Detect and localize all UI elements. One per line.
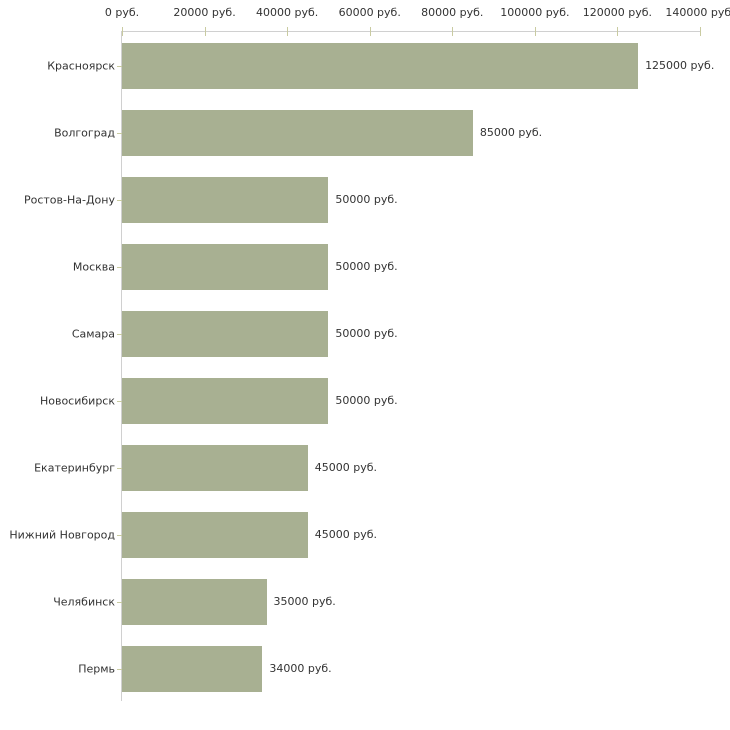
bar-row: Новосибирск 50000 руб. [40, 367, 700, 434]
x-tick-label: 140000 руб. [665, 6, 730, 19]
category-label: Пермь [78, 662, 115, 675]
y-axis-tick [117, 400, 122, 402]
x-tick-mark [369, 27, 371, 36]
bar-row: Волгоград 85000 руб. [54, 99, 700, 166]
y-axis-tick [117, 601, 122, 603]
x-tick-mark [534, 27, 536, 36]
y-axis-tick [117, 668, 122, 670]
bar-row: Самара 50000 руб. [72, 300, 700, 367]
category-label: Новосибирск [39, 394, 115, 407]
bar [122, 243, 329, 290]
bar-value-label: 85000 руб. [479, 126, 543, 139]
y-axis-tick [117, 266, 122, 268]
bar-row: Пермь 34000 руб. [78, 635, 700, 702]
category-label: Ростов-На-Дону [23, 193, 115, 206]
bar [122, 109, 473, 156]
bar [122, 511, 308, 558]
bar [122, 176, 329, 223]
bar-value-label: 50000 руб. [335, 193, 398, 206]
bar-value-label: 35000 руб. [273, 595, 336, 608]
category-label: Самара [71, 327, 115, 340]
x-tick-label: 80000 руб. [421, 6, 484, 19]
y-axis-tick [117, 467, 122, 469]
bar-row: Челябинск 35000 руб. [53, 568, 700, 635]
bar-value-label: 50000 руб. [335, 327, 398, 340]
bar-row: Ростов-На-Дону 50000 руб. [24, 166, 700, 233]
bar [122, 578, 267, 625]
category-label: Москва [72, 260, 115, 273]
bar-row: Красноярск 125000 руб. [47, 32, 714, 99]
x-tick-mark [452, 27, 454, 36]
bar [122, 377, 329, 424]
bar-value-label: 34000 руб. [269, 662, 332, 675]
x-tick-label: 100000 руб. [500, 6, 570, 19]
x-tick-mark [204, 27, 206, 36]
bar [122, 42, 639, 89]
x-tick-label: 60000 руб. [338, 6, 401, 19]
x-tick-label: 40000 руб. [256, 6, 319, 19]
bar [122, 645, 263, 692]
x-tick-mark [617, 27, 619, 36]
x-tick-mark [287, 27, 289, 36]
bar-row: Москва 50000 руб. [73, 233, 700, 300]
bar-row: Екатеринбург 45000 руб. [34, 434, 700, 501]
plot-area: 0 руб. 20000 руб. 40000 руб. 60000 руб. … [9, 6, 730, 702]
y-axis-tick [117, 65, 122, 67]
y-axis-tick [117, 199, 122, 201]
category-label: Нижний Новгород [9, 528, 115, 541]
x-tick-mark [700, 27, 701, 36]
category-label: Волгоград [54, 126, 115, 139]
bar-value-label: 45000 руб. [314, 528, 378, 541]
bar [122, 310, 329, 357]
category-label: Красноярск [47, 59, 115, 72]
y-axis-tick [117, 333, 122, 335]
bar-value-label: 50000 руб. [335, 260, 398, 273]
y-axis-tick [117, 534, 122, 536]
bar-value-label: 45000 руб. [314, 461, 378, 474]
category-label: Екатеринбург [34, 461, 115, 474]
x-tick-label: 120000 руб. [582, 6, 653, 19]
bar-row: Нижний Новгород 45000 руб. [9, 501, 700, 568]
x-tick-mark [122, 27, 123, 36]
y-axis-tick [117, 132, 122, 134]
bar-rows: Красноярск 125000 руб. Волгоград 85000 р… [9, 32, 714, 702]
x-tick-label: 20000 руб. [173, 6, 236, 19]
bar [122, 444, 308, 491]
category-label: Челябинск [53, 595, 115, 608]
x-tick-label: 0 руб. [104, 6, 140, 19]
bar-value-label: 125000 руб. [645, 59, 715, 72]
bar-value-label: 50000 руб. [335, 394, 398, 407]
